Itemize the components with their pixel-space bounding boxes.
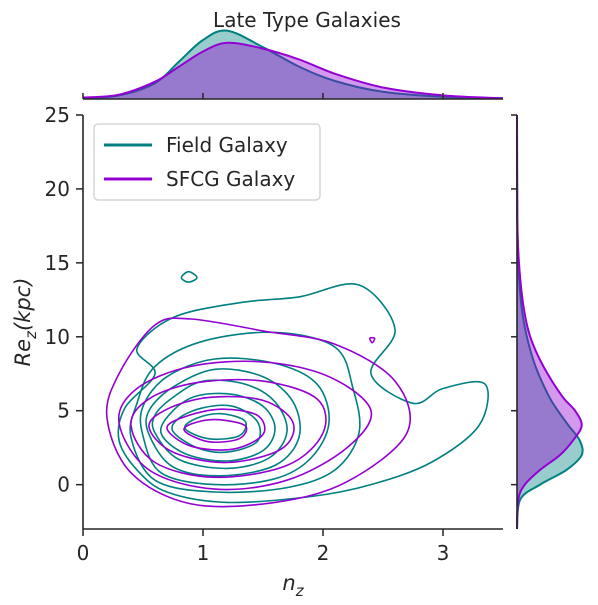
sfcg-galaxy-contour-4 (166, 408, 266, 451)
legend: Field Galaxy SFCG Galaxy (93, 123, 321, 201)
field-galaxy-contour-5 (159, 392, 276, 462)
right-marginal-kde (516, 114, 584, 530)
sfcg-galaxy-contour-5 (183, 418, 248, 444)
y-tick-label: 15 (45, 251, 70, 275)
field-galaxy-contour-6 (171, 404, 262, 454)
sfcg-galaxy-contour-1 (117, 360, 373, 491)
field-galaxy-contour-1 (129, 331, 361, 494)
x-axis-label: nz (282, 571, 304, 600)
sfcg-galaxy-marginal-x-fill (83, 42, 503, 99)
field-galaxy-contour-4 (151, 379, 288, 470)
legend-box (93, 123, 321, 201)
x-axis-ticks: 0 1 2 3 (77, 93, 450, 565)
y-axis-ticks: 0 5 10 15 20 25 (45, 103, 517, 497)
sfcg-galaxy-contour-3 (148, 395, 295, 464)
chart-title: Late Type Galaxies (213, 8, 401, 32)
field-galaxy-contour-0 (117, 283, 489, 504)
field-galaxy-marginal-x-line (82, 29, 504, 100)
y-tick-label: 5 (57, 399, 70, 423)
sfcg-galaxy-contour-2 (130, 378, 327, 479)
y-tick-label: 0 (57, 473, 70, 497)
x-tick-label: 3 (437, 541, 450, 565)
y-tick-label: 25 (45, 103, 70, 127)
field-galaxy-contour-7 (183, 412, 247, 441)
axes-frame (82, 98, 518, 530)
sfcg-galaxy-outlier-contour-0 (368, 336, 376, 344)
y-tick-label: 20 (45, 177, 70, 201)
top-marginal-kde (82, 29, 504, 100)
sfcg-galaxy-contour-0 (105, 317, 411, 508)
x-tick-label: 1 (197, 541, 210, 565)
x-tick-label: 2 (317, 541, 330, 565)
legend-label-field-galaxy: Field Galaxy (166, 133, 288, 157)
field-galaxy-outlier-contour-0 (180, 270, 198, 283)
sfcg-galaxy-marginal-x-line (82, 41, 504, 100)
legend-label-sfcg-galaxy: SFCG Galaxy (166, 167, 295, 191)
y-axis-label: Rez(kpc) (11, 278, 40, 367)
field-galaxy-contour-3 (145, 368, 301, 477)
sfcg-galaxy-marginal-y-line (516, 114, 583, 530)
field-galaxy-contour-2 (139, 357, 330, 486)
sfcg-galaxy-marginal-y-fill (517, 115, 582, 529)
kde-contours (105, 270, 489, 508)
y-tick-label: 10 (45, 325, 70, 349)
x-tick-label: 0 (77, 541, 90, 565)
field-galaxy-marginal-y-fill (517, 115, 583, 529)
